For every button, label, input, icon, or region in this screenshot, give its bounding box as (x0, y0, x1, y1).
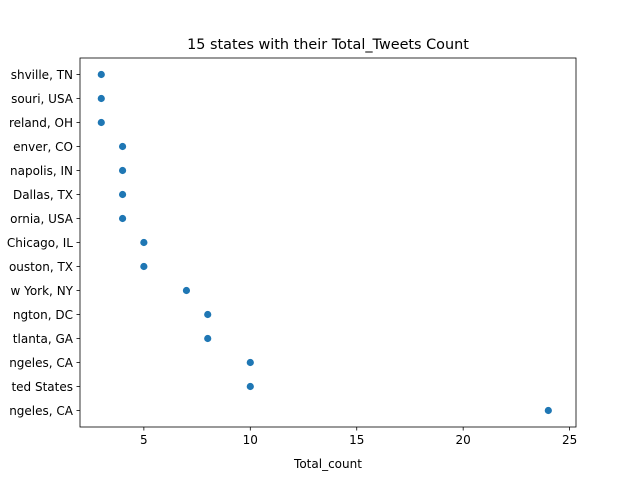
plot-area (80, 58, 576, 427)
x-axis: 5 10 15 20 25 (140, 427, 577, 447)
y-tick-label: napolis, IN (10, 164, 73, 178)
data-point (118, 190, 127, 199)
x-tick-label: 20 (456, 433, 471, 447)
y-tick-label: ouston, TX (9, 260, 73, 274)
data-point (97, 118, 105, 127)
data-point (118, 166, 127, 175)
data-point (246, 382, 254, 391)
y-tick-label: souri, USA (11, 92, 74, 106)
x-tick-label: 10 (243, 433, 258, 447)
y-axis: shville, TN souri, USA reland, OH enver, CO… (7, 68, 80, 418)
data-point (97, 94, 105, 103)
x-tick-label: 15 (349, 433, 364, 447)
y-tick-label: tlanta, GA (13, 332, 74, 346)
data-point (140, 262, 148, 271)
data-point (204, 310, 212, 319)
data-points (97, 70, 552, 415)
data-point (544, 406, 552, 415)
plot-frame (79, 57, 577, 428)
y-tick-label: ted States (11, 380, 73, 394)
chart-title: 15 states with their Total_Tweets Count (187, 37, 469, 53)
x-tick-label: 25 (562, 433, 577, 447)
data-point (118, 142, 127, 151)
y-tick-label: Chicago, IL (7, 236, 73, 250)
y-tick-label: enver, CO (13, 140, 73, 154)
y-tick-label: Dallas, TX (13, 188, 73, 202)
x-tick-label: 5 (140, 433, 148, 447)
y-tick-label: shville, TN (11, 68, 73, 82)
y-tick-label: w York, NY (10, 284, 73, 298)
data-point (118, 214, 127, 223)
y-tick-label: ngton, DC (13, 308, 73, 322)
y-tick-label: ngeles, CA (9, 356, 74, 370)
data-point (97, 70, 105, 79)
y-tick-label: ngeles, CA (9, 404, 74, 418)
x-axis-title: Total_count (293, 457, 362, 471)
data-point (140, 238, 148, 247)
data-point (204, 334, 212, 343)
data-point (182, 286, 191, 295)
data-point (246, 358, 254, 367)
y-tick-label: reland, OH (9, 116, 73, 130)
y-tick-label: ornia, USA (10, 212, 74, 226)
